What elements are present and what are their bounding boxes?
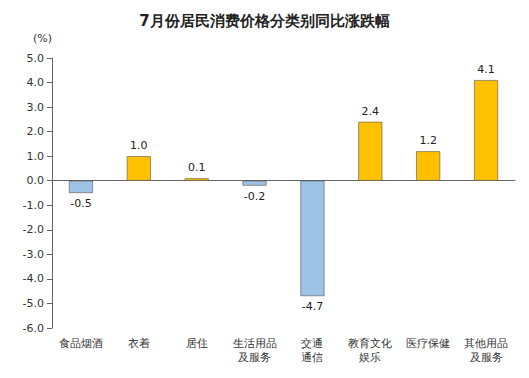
- svg-text:-0.2: -0.2: [244, 190, 265, 203]
- svg-text:1.0: 1.0: [130, 139, 148, 152]
- svg-text:食品烟酒: 食品烟酒: [59, 337, 103, 350]
- svg-text:-3.0: -3.0: [23, 248, 44, 261]
- svg-text:娱乐: 娱乐: [359, 351, 381, 364]
- svg-text:及服务: 及服务: [470, 351, 503, 364]
- svg-text:其他用品: 其他用品: [464, 337, 508, 350]
- svg-text:0.1: 0.1: [188, 161, 206, 174]
- svg-text:1.0: 1.0: [27, 150, 45, 163]
- svg-text:1.2: 1.2: [419, 134, 437, 147]
- svg-text:-0.5: -0.5: [70, 197, 91, 210]
- svg-text:医疗保健: 医疗保健: [406, 337, 450, 350]
- svg-text:3.0: 3.0: [27, 101, 45, 114]
- svg-text:4.0: 4.0: [27, 76, 45, 89]
- svg-text:2.4: 2.4: [362, 105, 380, 118]
- svg-text:2.0: 2.0: [27, 125, 45, 138]
- svg-text:衣着: 衣着: [128, 337, 150, 350]
- svg-text:(%): (%): [33, 32, 52, 45]
- svg-text:5.0: 5.0: [27, 52, 45, 65]
- svg-text:生活用品: 生活用品: [233, 337, 277, 350]
- svg-text:0.0: 0.0: [27, 174, 45, 187]
- svg-text:教育文化: 教育文化: [348, 337, 392, 350]
- svg-text:7月份居民消费价格分类别同比涨跌幅: 7月份居民消费价格分类别同比涨跌幅: [139, 12, 389, 30]
- svg-text:-1.0: -1.0: [23, 199, 44, 212]
- svg-text:及服务: 及服务: [238, 351, 271, 364]
- svg-text:-4.7: -4.7: [302, 300, 323, 313]
- svg-text:-5.0: -5.0: [23, 297, 44, 310]
- svg-text:交通: 交通: [301, 337, 323, 350]
- svg-text:-2.0: -2.0: [23, 223, 44, 236]
- svg-text:通信: 通信: [301, 351, 323, 364]
- svg-text:-4.0: -4.0: [23, 272, 44, 285]
- svg-text:4.1: 4.1: [477, 63, 495, 76]
- svg-text:居住: 居住: [186, 337, 208, 350]
- svg-text:-6.0: -6.0: [23, 322, 44, 335]
